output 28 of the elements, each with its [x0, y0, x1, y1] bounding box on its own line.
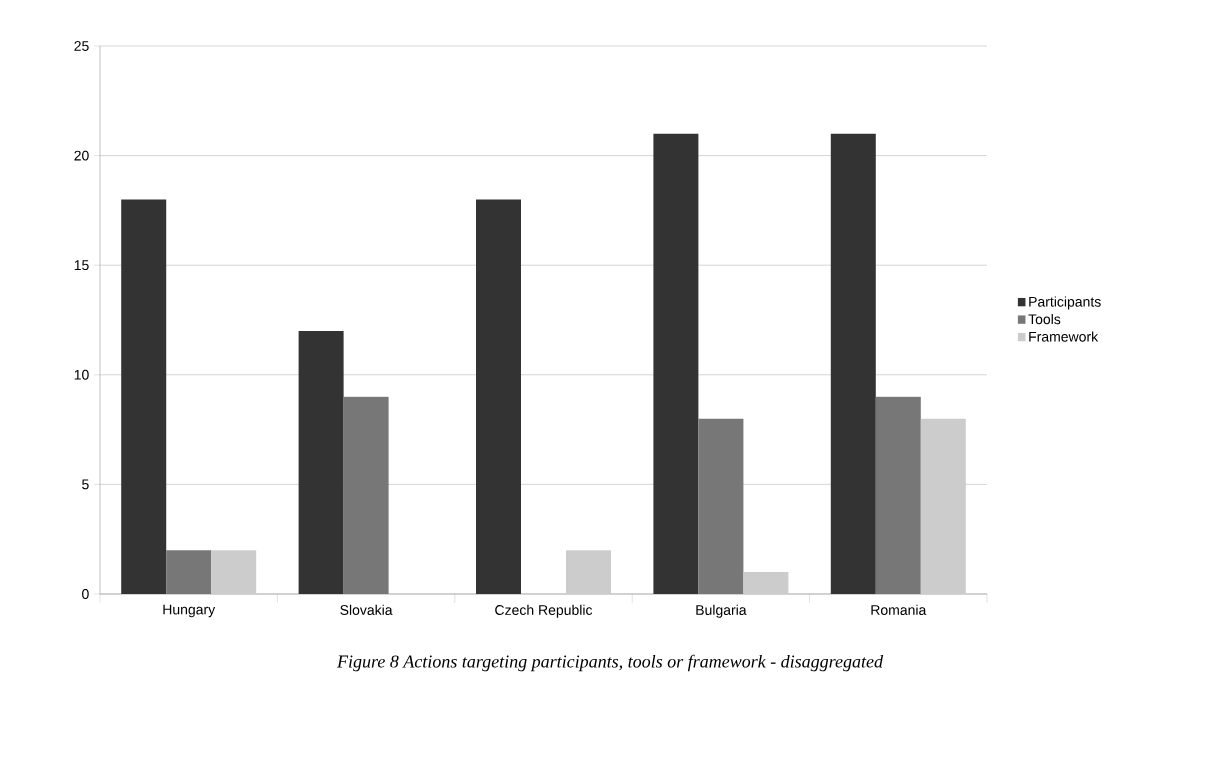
y-tick-label: 0: [82, 589, 89, 599]
y-tick-label: 15: [74, 260, 89, 271]
bar: [166, 550, 212, 594]
legend-label: Framework: [1029, 331, 1099, 342]
x-tick-label: Bulgaria: [696, 604, 747, 618]
bar: [920, 418, 966, 594]
bar: [476, 199, 521, 594]
legend-label: Participants: [1029, 296, 1101, 310]
caption: Figure 8 Actions targeting participants, tools or framework - disaggregated: [336, 654, 884, 672]
x-tick-label: Czech Republic: [495, 604, 593, 618]
bar: [298, 330, 344, 594]
bar: [698, 418, 744, 594]
bar: [830, 133, 876, 594]
y-tick-label: 25: [74, 41, 89, 51]
x-tick-label: Slovakia: [340, 604, 393, 615]
y-tick-label: 20: [74, 150, 89, 161]
bar: [566, 550, 611, 594]
bar: [121, 199, 167, 594]
y-tick-label: 10: [74, 369, 89, 380]
bar: [343, 396, 389, 594]
bar: [743, 572, 789, 594]
bar: [875, 396, 921, 594]
x-tick-label: Hungary: [163, 604, 216, 618]
y-tick-label: 5: [82, 479, 89, 490]
legend-label: Tools: [1028, 313, 1061, 325]
bar: [653, 133, 699, 594]
x-tick-label: Romania: [871, 604, 927, 615]
bar: [211, 550, 257, 594]
